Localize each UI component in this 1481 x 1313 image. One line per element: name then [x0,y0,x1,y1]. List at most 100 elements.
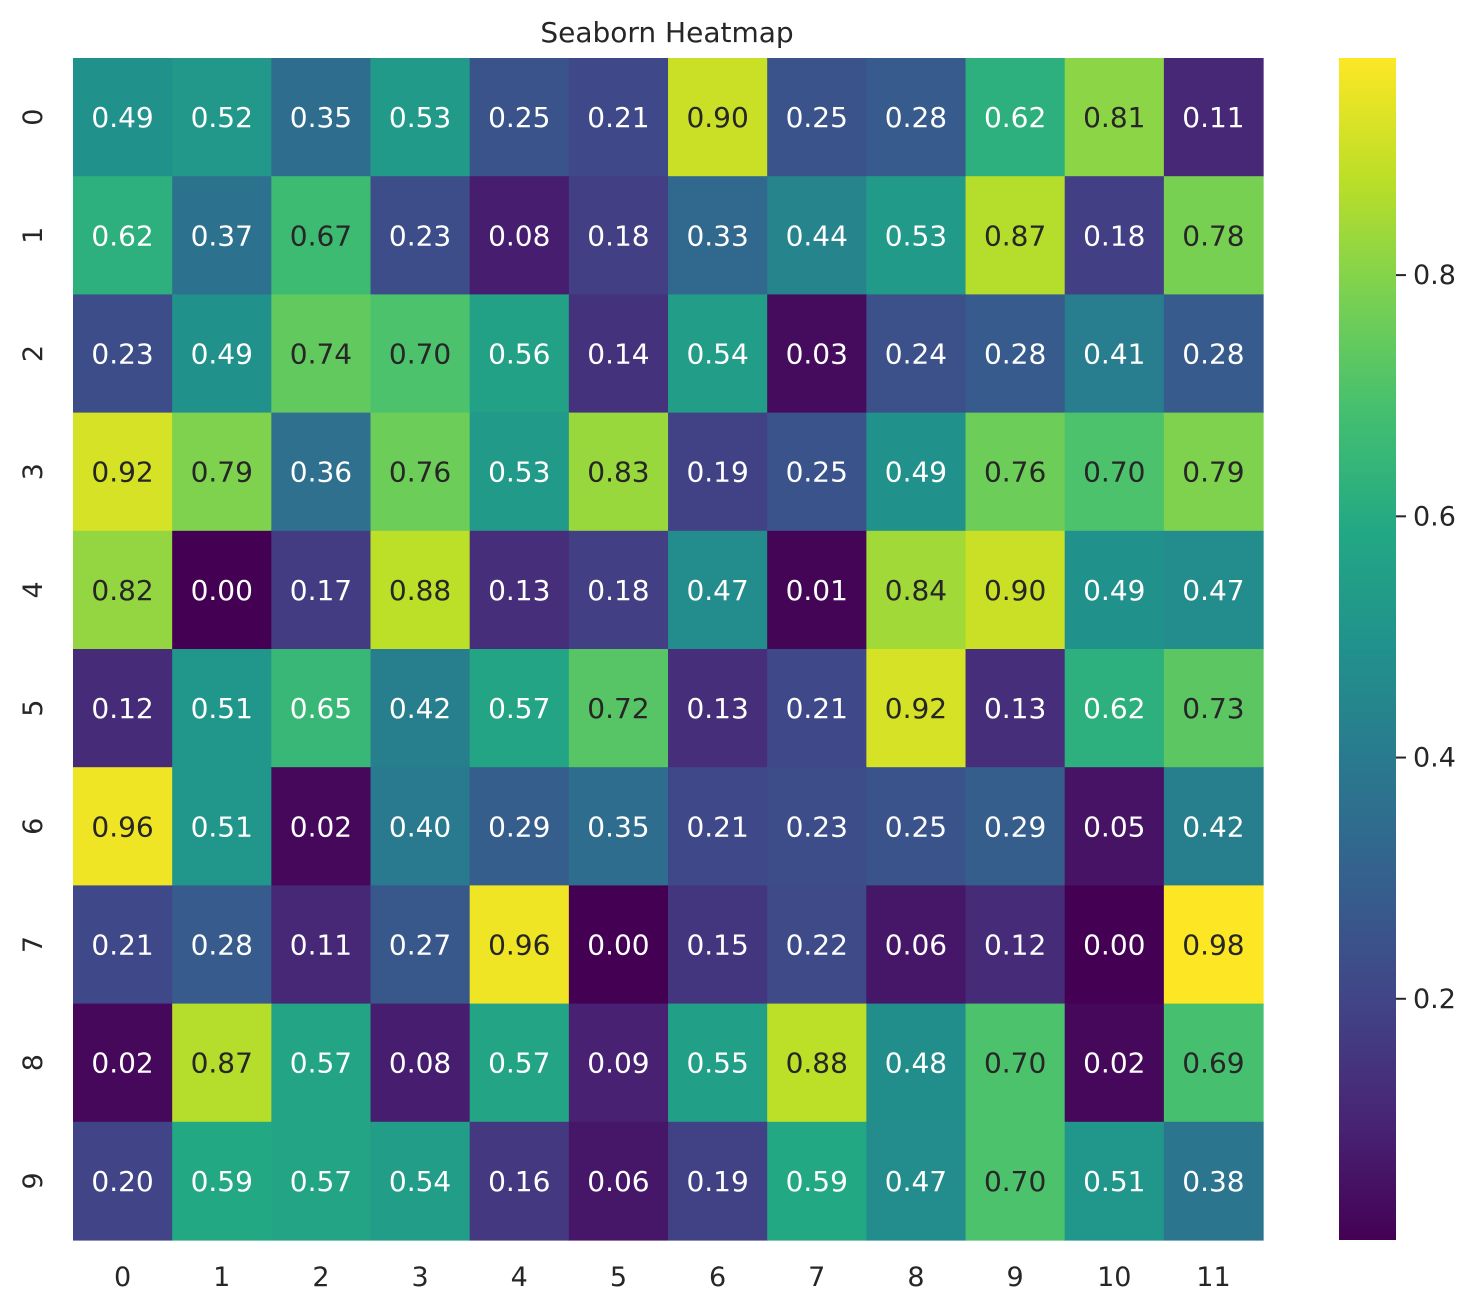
heatmap-cell-r7-c0 [73,885,173,1005]
cell-value-label-r7-c4: 0.96 [488,929,550,962]
cell-value-label-r1-c10: 0.18 [1083,219,1145,252]
y-axis-tick-labels: 0 1 2 3 4 5 6 7 8 9 [18,109,49,1190]
cell-value-label-r7-c3: 0.27 [389,929,451,962]
y-tick-label-3: 3 [18,463,49,480]
cell-value-label-r6-c8: 0.25 [885,810,947,843]
heatmap-cell-r6-c3 [370,767,471,886]
cell-value-label-r6-c10: 0.05 [1083,810,1145,843]
heatmap-cell-r1-c2 [271,176,372,295]
heatmap-cell-r7-c6 [668,885,768,1005]
heatmap-cell-r1-c7 [767,176,867,295]
cell-value-label-r0-c11: 0.11 [1182,101,1244,134]
heatmap-cell-r4-c1 [172,530,272,650]
heatmap-cell-r4-c5 [568,530,669,650]
heatmap-cell-r9-c3 [370,1121,471,1241]
heatmap-cell-r9-c7 [767,1121,867,1241]
x-axis-tick-labels: 0 1 2 3 4 5 6 7 8 9 10 11 [114,1262,1231,1293]
heatmap-cell-r0-c8 [866,58,967,177]
heatmap-cell-r5-c5 [568,649,669,768]
cell-value-label-r3-c10: 0.70 [1083,456,1145,489]
heatmap-cell-r9-c1 [172,1121,272,1241]
cell-value-label-r5-c4: 0.57 [488,692,550,725]
heatmap-cell-r6-c10 [1064,767,1165,886]
y-tick-label-9: 9 [18,1172,49,1189]
cell-value-label-r9-c1: 0.59 [191,1165,253,1198]
cell-value-label-r4-c10: 0.49 [1083,574,1145,607]
heatmap-cell-r8-c0 [73,1003,173,1123]
x-tick-label-0: 0 [114,1262,131,1293]
heatmap-cell-r7-c1 [172,885,272,1005]
heatmap-cell-r8-c9 [965,1003,1066,1123]
heatmap-cell-r0-c5 [568,58,669,177]
cell-value-label-r0-c0: 0.49 [91,101,153,134]
colorbar-gradient [1339,58,1396,1240]
colorbar-tick-label-1: 0.4 [1413,743,1456,774]
cell-value-label-r5-c11: 0.73 [1182,692,1244,725]
heatmap-cell-r8-c4 [469,1003,570,1123]
heatmap-cell-r2-c0 [73,294,173,414]
heatmap-cell-r2-c10 [1064,294,1165,414]
y-tick-label-1: 1 [18,227,49,244]
cell-value-label-r9-c8: 0.47 [885,1165,947,1198]
heatmap-cells: 0.49 0.52 0.35 0.53 0.25 0.21 0.90 0.25 0.28 0.62… [73,58,1264,1241]
heatmap-cell-r8-c11 [1163,1003,1264,1123]
heatmap-cell-r7-c10 [1064,885,1165,1005]
cell-value-label-r3-c2: 0.36 [290,456,352,489]
cell-value-label-r8-c4: 0.57 [488,1047,550,1080]
cell-value-label-r6-c3: 0.40 [389,810,451,843]
cell-value-label-r5-c5: 0.72 [587,692,649,725]
cell-value-label-r2-c8: 0.24 [885,338,947,371]
cell-value-label-r0-c10: 0.81 [1083,101,1145,134]
x-tick-label-3: 3 [411,1262,428,1293]
heatmap-cell-r8-c8 [866,1003,967,1123]
heatmap-cell-r0-c3 [370,58,471,177]
cell-value-label-r3-c9: 0.76 [984,456,1046,489]
cell-value-label-r2-c2: 0.74 [290,338,352,371]
cell-value-label-r6-c6: 0.21 [686,810,748,843]
heatmap-cell-r6-c6 [668,767,768,886]
x-tick-label-7: 7 [808,1262,825,1293]
heatmap-cell-r3-c9 [965,412,1066,532]
heatmap-cell-r1-c4 [469,176,570,295]
heatmap-cell-r6-c2 [271,767,372,886]
heatmap-cell-r6-c5 [568,767,669,886]
cell-value-label-r3-c0: 0.92 [91,456,153,489]
heatmap-cell-r5-c1 [172,649,272,768]
heatmap-cell-r4-c4 [469,530,570,650]
heatmap-cell-r7-c5 [568,885,669,1005]
x-tick-label-2: 2 [312,1262,329,1293]
cell-value-label-r1-c11: 0.78 [1182,219,1244,252]
cell-value-label-r4-c4: 0.13 [488,574,550,607]
cell-value-label-r6-c0: 0.96 [91,810,153,843]
cell-value-label-r8-c0: 0.02 [91,1047,153,1080]
cell-value-label-r7-c7: 0.22 [786,929,848,962]
heatmap-cell-r5-c0 [73,649,173,768]
heatmap-cell-r6-c4 [469,767,570,886]
cell-value-label-r4-c7: 0.01 [786,574,848,607]
heatmap-cell-r9-c9 [965,1121,1066,1241]
cell-value-label-r0-c1: 0.52 [191,101,253,134]
heatmap-cell-r9-c2 [271,1121,372,1241]
cell-value-label-r8-c10: 0.02 [1083,1047,1145,1080]
heatmap-cell-r1-c1 [172,176,272,295]
heatmap-cell-r5-c11 [1163,649,1264,768]
heatmap-cell-r3-c11 [1163,412,1264,532]
cell-value-label-r5-c10: 0.62 [1083,692,1145,725]
heatmap-cell-r0-c9 [965,58,1066,177]
heatmap-cell-r3-c6 [668,412,768,532]
cell-value-label-r9-c0: 0.20 [91,1165,153,1198]
cell-value-label-r2-c3: 0.70 [389,338,451,371]
colorbar-tick-label-2: 0.6 [1413,501,1456,532]
heatmap-cell-r1-c8 [866,176,967,295]
heatmap-cell-r7-c2 [271,885,372,1005]
heatmap-cell-r7-c3 [370,885,471,1005]
cell-value-label-r9-c9: 0.70 [984,1165,1046,1198]
cell-value-label-r3-c6: 0.19 [686,456,748,489]
cell-value-label-r4-c3: 0.88 [389,574,451,607]
cell-value-label-r0-c4: 0.25 [488,101,550,134]
colorbar: 0.2 0.4 0.6 0.8 [1339,58,1456,1240]
heatmap-cell-r8-c3 [370,1003,471,1123]
heatmap-cell-r2-c9 [965,294,1066,414]
heatmap-cell-r5-c9 [965,649,1066,768]
